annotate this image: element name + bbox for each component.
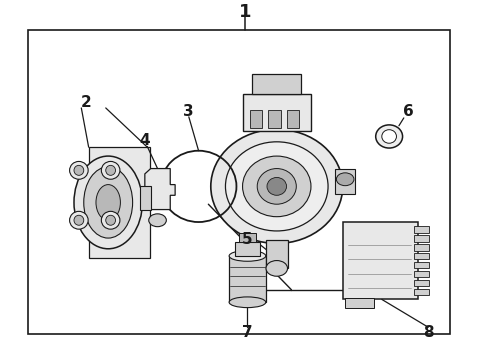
Bar [250, 110, 262, 127]
Bar [89, 147, 150, 258]
Ellipse shape [211, 129, 343, 243]
Ellipse shape [267, 177, 287, 195]
Bar [335, 168, 355, 194]
Ellipse shape [74, 156, 143, 249]
Ellipse shape [70, 161, 88, 179]
Bar [287, 110, 299, 127]
Bar [414, 289, 429, 295]
Bar [414, 235, 429, 242]
Bar [252, 74, 301, 94]
Bar [414, 262, 429, 269]
Bar [414, 280, 429, 286]
Bar [269, 110, 281, 127]
Ellipse shape [225, 142, 328, 231]
Bar [414, 244, 429, 251]
Ellipse shape [243, 156, 311, 217]
Ellipse shape [96, 185, 121, 220]
Bar [235, 242, 260, 256]
Text: 4: 4 [140, 132, 150, 148]
Bar [239, 233, 256, 242]
Ellipse shape [382, 130, 396, 143]
Text: 2: 2 [81, 95, 92, 110]
Circle shape [336, 173, 354, 186]
Ellipse shape [229, 251, 266, 261]
Text: 8: 8 [423, 325, 434, 340]
Bar [27, 30, 450, 334]
Ellipse shape [106, 165, 116, 175]
Bar [229, 256, 266, 302]
Ellipse shape [84, 167, 133, 238]
Bar [266, 240, 288, 269]
Text: 3: 3 [183, 104, 194, 119]
Bar [345, 298, 374, 307]
Ellipse shape [376, 125, 403, 148]
Ellipse shape [229, 297, 266, 307]
Ellipse shape [101, 211, 120, 229]
Ellipse shape [74, 215, 84, 225]
Ellipse shape [106, 215, 116, 225]
Circle shape [149, 214, 166, 227]
Circle shape [266, 261, 288, 276]
Bar [414, 226, 429, 233]
Text: 1: 1 [239, 3, 251, 21]
Bar [243, 94, 311, 131]
Ellipse shape [257, 168, 296, 204]
Text: 7: 7 [242, 325, 253, 340]
Bar [414, 271, 429, 277]
Ellipse shape [70, 211, 88, 229]
Bar [414, 253, 429, 260]
Bar [140, 186, 151, 210]
Text: 5: 5 [242, 232, 253, 247]
Polygon shape [145, 168, 175, 210]
Ellipse shape [74, 165, 84, 175]
Bar [343, 222, 418, 299]
Ellipse shape [101, 161, 120, 179]
Text: 6: 6 [403, 104, 414, 119]
